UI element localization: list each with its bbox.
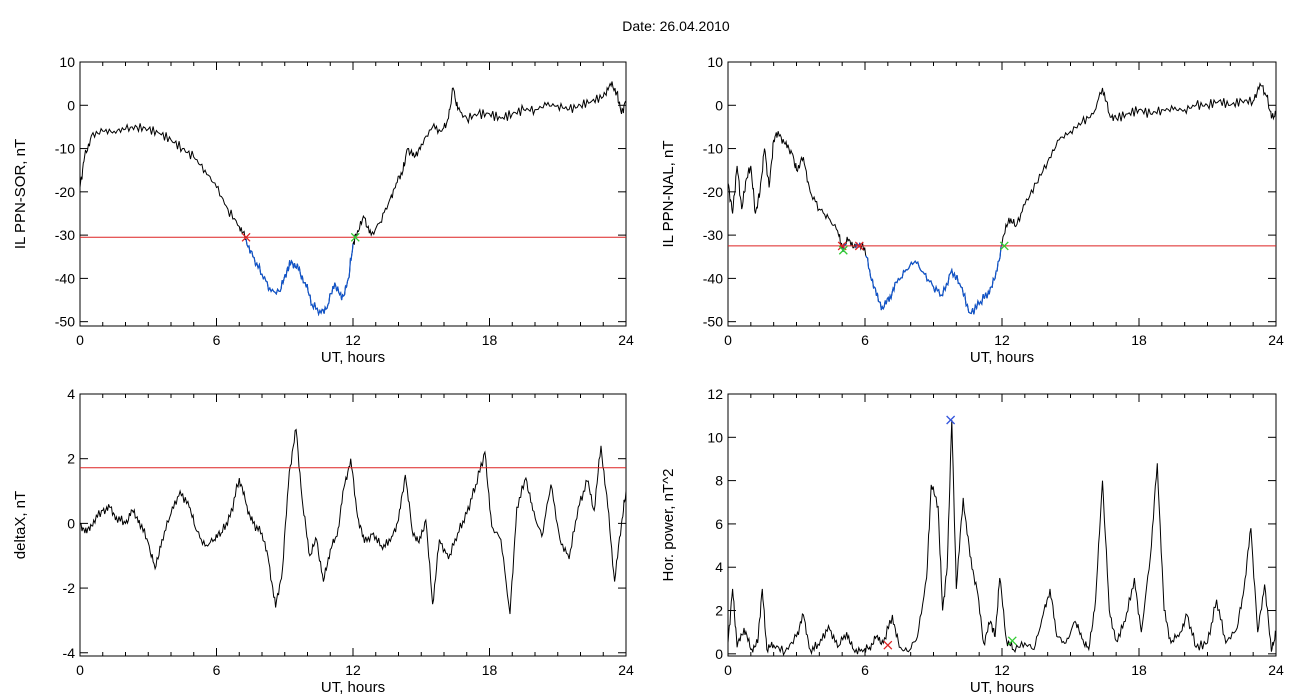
x-axis-label: UT, hours: [321, 349, 385, 366]
x-tick-label: 12: [994, 332, 1010, 348]
x-tick-label: 18: [482, 662, 498, 678]
y-tick-label: 10: [707, 429, 723, 445]
y-tick-label: 12: [707, 386, 723, 402]
x-tick-label: 18: [1131, 332, 1147, 348]
plot-area: [80, 428, 626, 615]
y-tick-label: -30: [55, 227, 75, 243]
plot-area: [728, 415, 1276, 656]
data-line: [80, 81, 626, 317]
x-tick-label: 6: [213, 662, 221, 678]
y-tick-label: 2: [715, 603, 723, 619]
plot-frame: [727, 61, 1277, 327]
y-tick-label: -50: [55, 314, 75, 330]
y-tick-label: 10: [707, 54, 723, 70]
y-tick-label: 0: [67, 515, 75, 531]
y-tick-label: 10: [59, 54, 75, 70]
marker-stroke: [241, 232, 251, 242]
below-threshold-line: [865, 243, 1003, 315]
x-tick-label: 24: [618, 662, 634, 678]
x-tick-label: 12: [994, 662, 1010, 678]
marker-blue: [946, 415, 956, 425]
marker-stroke: [1007, 636, 1017, 646]
y-tick-label: -30: [703, 227, 723, 243]
x-tick-label: 24: [1268, 662, 1284, 678]
x-tick-label: 0: [724, 662, 732, 678]
x-tick-label: 6: [213, 332, 221, 348]
x-tick-label: 24: [1268, 332, 1284, 348]
y-tick-label: 0: [67, 97, 75, 113]
marker-red: [854, 241, 864, 251]
figure-title: Date: 26.04.2010: [622, 18, 730, 34]
x-tick-label: 12: [345, 662, 361, 678]
marker-red: [241, 232, 251, 242]
data-line: [80, 428, 626, 615]
y-tick-label: 2: [67, 451, 75, 467]
plot-area: [80, 81, 626, 317]
marker-stroke: [838, 245, 848, 255]
marker-stroke: [883, 640, 893, 650]
y-tick-label: -2: [63, 580, 76, 596]
panel-hor-power: 0 6 12 18 24 12 10 8 6 4 2 0 UT, hours Hor. power, nT…: [660, 386, 1284, 696]
y-tick-label: 0: [715, 97, 723, 113]
y-tick-label: 8: [715, 473, 723, 489]
y-axis-label: Hor. power, nT^2: [660, 469, 677, 582]
below-threshold-line: [245, 239, 354, 317]
marker-stroke: [350, 232, 360, 242]
y-tick-label: -10: [55, 141, 75, 157]
marker-stroke: [854, 241, 864, 251]
x-tick-label: 0: [76, 662, 84, 678]
panel-il-ppn-sor: 0 6 12 18 24 10 0 -10 -20 -30 -40 -50 UT, hours IL PP…: [12, 54, 634, 366]
x-tick-label: 12: [345, 332, 361, 348]
marker-stroke: [837, 241, 847, 251]
x-tick-label: 18: [1131, 662, 1147, 678]
marker-green: [838, 245, 848, 255]
data-line: [728, 419, 1276, 656]
plot-area: [728, 81, 1276, 315]
y-tick-label: -40: [703, 270, 723, 286]
y-tick-label: 6: [715, 516, 723, 532]
marker-stroke: [999, 241, 1009, 251]
y-tick-label: -4: [63, 645, 76, 661]
data-line: [728, 81, 1276, 315]
marker-green: [1007, 636, 1017, 646]
y-tick-label: -20: [55, 184, 75, 200]
plot-frame: [727, 393, 1277, 657]
y-axis-label: IL PPN-NAL, nT: [660, 141, 677, 248]
marker-stroke: [946, 415, 956, 425]
x-axis-label: UT, hours: [321, 679, 385, 696]
x-tick-label: 0: [724, 332, 732, 348]
panel-deltax: 0 6 12 18 24 4 2 0 -2 -4 UT, hours deltaX, nT: [12, 386, 634, 696]
x-tick-label: 6: [861, 662, 869, 678]
y-tick-label: -20: [703, 184, 723, 200]
x-tick-label: 0: [76, 332, 84, 348]
marker-red: [883, 640, 893, 650]
plot-frame: [79, 61, 627, 327]
x-tick-label: 18: [482, 332, 498, 348]
y-axis-label: deltaX, nT: [12, 491, 29, 559]
x-tick-label: 6: [861, 332, 869, 348]
y-tick-label: 4: [67, 386, 75, 402]
y-tick-label: -40: [55, 270, 75, 286]
marker-green: [350, 232, 360, 242]
y-axis-label: IL PPN-SOR, nT: [12, 139, 29, 249]
y-tick-label: -10: [703, 141, 723, 157]
y-tick-label: 4: [715, 559, 723, 575]
x-axis-label: UT, hours: [970, 349, 1034, 366]
x-tick-label: 24: [618, 332, 634, 348]
panel-il-ppn-nal: 0 6 12 18 24 10 0 -10 -20 -30 -40 -50 UT, hours IL PP…: [660, 54, 1284, 366]
y-tick-label: -50: [703, 314, 723, 330]
marker-green: [999, 241, 1009, 251]
y-tick-label: 0: [715, 646, 723, 662]
x-axis-label: UT, hours: [970, 679, 1034, 696]
